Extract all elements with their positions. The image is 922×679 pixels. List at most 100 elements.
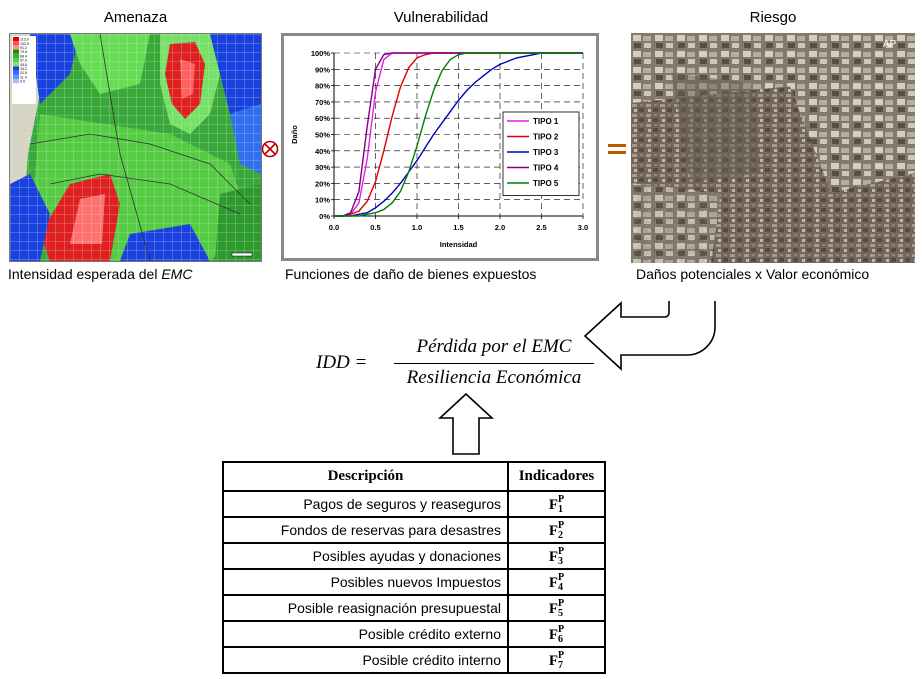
row-description: Posible crédito externo: [222, 620, 509, 648]
y-tick-label: 60%: [315, 114, 330, 123]
indicator-subscript: 7: [558, 659, 564, 671]
indicator-letter: F: [548, 600, 559, 617]
indicator-letter: F: [548, 626, 559, 643]
map-legend-label: 22.8: [20, 71, 27, 75]
y-tick-label: 0%: [319, 212, 330, 221]
indicator-letter: F: [548, 652, 559, 669]
chart-legend-box: [502, 111, 580, 196]
indicator-superscript: P: [558, 519, 565, 531]
row-description: Fondos de reservas para desastres: [222, 516, 509, 544]
row-description: Posible crédito interno: [222, 646, 509, 674]
y-tick-label: 50%: [315, 131, 330, 140]
map-legend: 113.9102.591.279.868.457.045.634.222.811…: [12, 36, 36, 104]
indicators-table: Descripción Indicadores Pagos de seguros…: [222, 461, 606, 674]
x-tick-label: 2.5: [536, 223, 546, 232]
row-indicator: F3P: [507, 542, 606, 570]
y-tick-label: 80%: [315, 82, 330, 91]
risk-caption: Daños potenciales x Valor económico: [636, 266, 870, 282]
row-indicator: F1P: [507, 490, 606, 518]
series-line-5: [334, 52, 583, 217]
x-tick-label: 3.0: [578, 223, 588, 232]
map-legend-swatch: [13, 79, 19, 84]
y-tick-label: 30%: [315, 163, 330, 172]
y-tick-label: 10%: [315, 196, 330, 205]
map-legend-label: 79.8: [20, 50, 27, 54]
table-row: Posibles nuevos Impuestos F4P: [222, 568, 606, 596]
table-header-row: Descripción Indicadores: [222, 461, 606, 492]
fraction-bar: [394, 363, 594, 364]
vulnerability-caption: Funciones de daño de bienes expuestos: [285, 266, 537, 282]
risk-title: Riesgo: [749, 9, 797, 26]
x-tick-label: 1.0: [412, 223, 422, 232]
y-tick-label: 70%: [315, 98, 330, 107]
y-tick-label: 40%: [315, 147, 330, 156]
map-legend-label: 102.5: [20, 42, 29, 46]
legend-label: TIPO 3: [533, 148, 559, 157]
table-row: Posible crédito interno F7P: [222, 646, 606, 674]
row-indicator: F6P: [507, 620, 606, 648]
map-legend-label: 11.4: [20, 75, 27, 79]
photo-watermark: AP: [883, 39, 897, 50]
indicator-superscript: P: [558, 571, 565, 583]
threat-title: Amenaza: [103, 9, 168, 26]
map-legend-swatch: [13, 58, 19, 63]
y-tick-label: 100%: [311, 49, 331, 58]
idd-formula: IDD = Pérdida por el EMC Resiliencia Eco…: [316, 336, 596, 396]
y-tick-label: 90%: [315, 65, 330, 74]
indicator-letter: F: [548, 548, 559, 565]
legend-label: TIPO 2: [533, 133, 559, 142]
indicator-letter: F: [548, 522, 559, 539]
map-legend-swatch: [13, 45, 19, 50]
map-legend-swatch: [13, 62, 19, 67]
formula-denominator: Resiliencia Económica: [406, 367, 582, 388]
indicator-subscript: 4: [558, 581, 564, 593]
table-row: Pagos de seguros y reaseguros F1P: [222, 490, 606, 518]
map-legend-label: 0.0: [20, 80, 25, 84]
map-legend-swatch: [13, 53, 19, 58]
formula-lhs: IDD =: [316, 352, 368, 373]
header-description: Descripción: [222, 461, 509, 492]
indicator-superscript: P: [558, 649, 565, 661]
row-description: Posibles nuevos Impuestos: [222, 568, 509, 596]
vulnerability-chart: 0% 10% 20% 30% 40% 50% 60% 70% 80% 90% 100% 0.0 0.5 1…: [281, 33, 599, 261]
indicator-subscript: 5: [558, 607, 564, 619]
x-tick-label: 1.5: [453, 223, 463, 232]
indicator-letter: F: [548, 574, 559, 591]
equals-operator: [608, 144, 626, 154]
map-legend-swatch: [13, 49, 19, 54]
table-row: Fondos de reservas para desastres F2P: [222, 516, 606, 544]
y-axis-label: Daño: [290, 125, 299, 144]
x-tick-label: 0.5: [370, 223, 380, 232]
map-legend-label: 91.2: [20, 46, 27, 50]
indicator-subscript: 3: [558, 555, 564, 567]
indicator-subscript: 1: [558, 503, 564, 515]
table-row: Posible reasignación presupuestal F5P: [222, 594, 606, 622]
row-description: Pagos de seguros y reaseguros: [222, 490, 509, 518]
map-legend-swatch: [13, 37, 19, 42]
map-legend-label: 57.0: [20, 59, 27, 63]
times-operator: [261, 140, 279, 158]
indicator-superscript: P: [558, 493, 565, 505]
indicator-superscript: P: [558, 545, 565, 557]
row-indicator: F7P: [507, 646, 606, 674]
curved-arrow: [583, 301, 716, 371]
map-legend-label: 45.6: [20, 63, 27, 67]
threat-caption: Intensidad esperada del EMC: [8, 266, 193, 282]
map-legend-swatch: [13, 41, 19, 46]
y-tick-label: 20%: [315, 179, 330, 188]
map-legend-label: 113.9: [20, 38, 29, 42]
map-legend-label: 68.4: [20, 54, 27, 58]
legend-label: TIPO 1: [533, 117, 559, 126]
legend-label: TIPO 4: [533, 164, 559, 173]
indicator-subscript: 2: [558, 529, 564, 541]
x-tick-label: 0.0: [329, 223, 339, 232]
indicator-subscript: 6: [558, 633, 564, 645]
header-indicators: Indicadores: [507, 461, 606, 492]
formula-numerator: Pérdida por el EMC: [416, 336, 572, 357]
legend-label: TIPO 5: [533, 179, 559, 188]
row-indicator: F2P: [507, 516, 606, 544]
x-axis-label: Intensidad: [440, 240, 478, 249]
map-legend-swatch: [13, 74, 19, 79]
table-row: Posibles ayudas y donaciones F3P: [222, 542, 606, 570]
indicator-letter: F: [548, 496, 559, 513]
